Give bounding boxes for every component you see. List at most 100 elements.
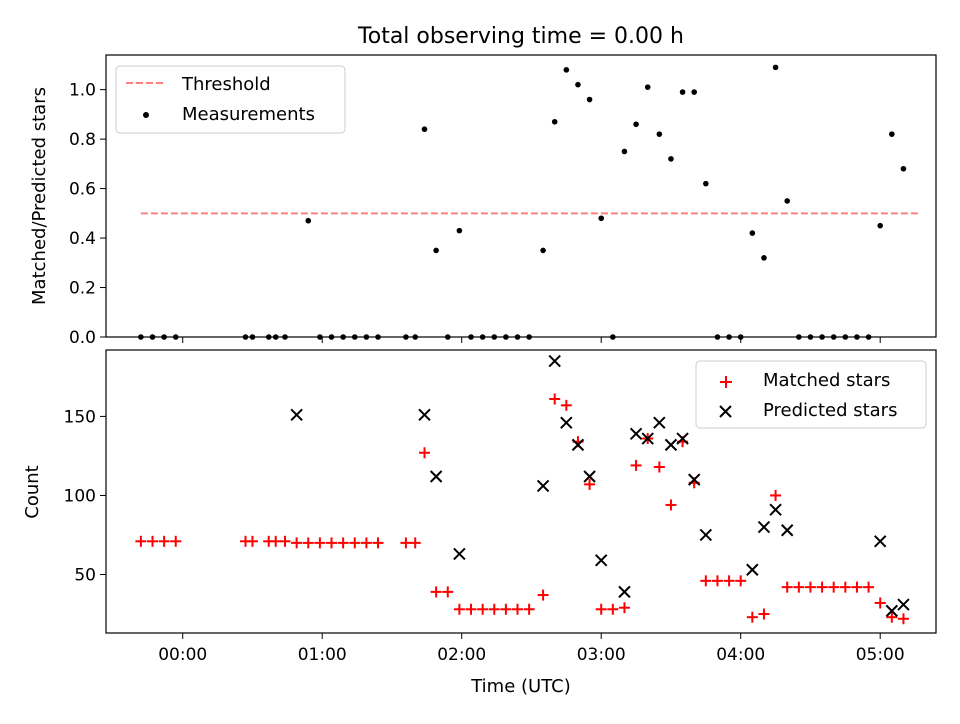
matched-star-point — [360, 537, 372, 549]
measurement-point — [403, 334, 409, 340]
matched-star-point — [816, 581, 828, 593]
matched-star-point — [665, 499, 677, 511]
measurement-point — [679, 89, 686, 95]
matched-star-point — [453, 603, 465, 615]
measurement-point — [644, 84, 651, 90]
predicted-star-point — [780, 524, 794, 537]
matched-star-point — [146, 535, 158, 547]
bottom-y-tick-label: 100 — [64, 486, 96, 506]
measurement-point — [282, 334, 288, 340]
bottom-x-tick-label: 01:00 — [298, 645, 347, 665]
predicted-star-point — [429, 470, 443, 483]
top-panel: Total observing time = 0.00 h Matched/Pr… — [29, 24, 937, 348]
measurement-point — [586, 96, 593, 103]
measurement-point — [598, 215, 605, 222]
predicted-star-point — [664, 438, 678, 452]
legend-threshold-label: Threshold — [181, 74, 271, 95]
matched-star-point — [314, 537, 326, 549]
predicted-star-point — [618, 585, 631, 599]
predicted-star-point — [641, 432, 654, 445]
top-y-tick-label: 0.2 — [69, 279, 96, 299]
measurement-point — [668, 156, 674, 162]
predicted-star-point — [418, 408, 431, 422]
predicted-star-point — [548, 354, 561, 368]
matched-star-point — [302, 537, 314, 549]
measurement-point — [351, 334, 358, 340]
measurement-point — [305, 217, 312, 224]
bottom-x-tick-label: 02:00 — [437, 645, 486, 665]
matched-star-point — [897, 613, 909, 625]
legend-measurements-swatch — [143, 112, 149, 118]
measurement-point — [421, 126, 428, 133]
matched-star-point — [279, 535, 291, 547]
matched-star-point — [246, 535, 258, 547]
matched-star-point — [465, 603, 477, 615]
matched-star-point — [653, 461, 665, 473]
measurement-point — [526, 334, 532, 340]
measurement-point — [900, 165, 907, 172]
bottom-y-tick-label: 50 — [74, 566, 96, 586]
top-legend-box — [115, 65, 346, 134]
measurement-point — [149, 334, 156, 340]
matched-star-point — [874, 597, 886, 609]
measurement-point — [272, 334, 279, 340]
measurement-point — [784, 198, 791, 204]
matched-star-point — [804, 581, 816, 593]
measurement-point — [656, 131, 663, 137]
predicted-star-point — [290, 408, 303, 422]
bottom-y-axis-label: Count — [22, 465, 43, 518]
bottom-x-tick-label: 03:00 — [577, 645, 626, 665]
legend-predicted-swatch — [719, 405, 732, 418]
measurement-point — [796, 334, 802, 340]
matched-star-point — [863, 581, 875, 593]
measurement-point — [540, 247, 546, 254]
measurement-point — [807, 334, 814, 340]
x-axis-label: Time (UTC) — [470, 676, 571, 697]
measurement-point — [503, 334, 509, 340]
matched-star-point — [851, 581, 863, 593]
measurement-point — [412, 334, 419, 340]
measurement-point — [714, 334, 721, 340]
legend-matched-swatch — [720, 376, 732, 388]
matched-star-point — [270, 535, 282, 547]
predicted-star-point — [688, 473, 701, 486]
matched-star-point — [886, 611, 898, 623]
predicted-star-point — [699, 528, 713, 542]
predicted-star-point — [595, 554, 608, 567]
predicted-star-point — [536, 479, 550, 493]
matched-star-point — [442, 586, 454, 598]
legend-measurements-label: Measurements — [182, 104, 315, 125]
measurement-point — [877, 222, 884, 229]
top-y-tick-label: 0.6 — [69, 180, 96, 200]
matched-star-point — [607, 603, 619, 615]
matched-star-point — [537, 589, 549, 601]
measurement-point — [468, 334, 474, 340]
matched-star-point — [595, 603, 607, 615]
measurement-point — [265, 334, 272, 340]
matched-star-point — [839, 581, 851, 593]
bottom-y-ticks: 50 100 150 — [64, 407, 106, 586]
measurement-point — [610, 334, 616, 340]
top-y-ticks: 0.0 0.2 0.4 0.6 0.8 1.0 — [69, 81, 106, 348]
matched-star-point — [430, 586, 442, 598]
matched-star-point — [291, 537, 303, 549]
bottom-x-tick-label: 00:00 — [158, 645, 207, 665]
measurement-point — [375, 334, 381, 340]
matched-star-point — [560, 399, 572, 411]
predicted-star-point — [453, 547, 466, 561]
top-y-tick-label: 0.8 — [69, 130, 96, 150]
measurement-point — [749, 230, 756, 236]
predicted-star-point — [769, 503, 782, 516]
bottom-legend-box — [695, 360, 927, 429]
measurement-point — [242, 334, 249, 340]
matched-star-point — [419, 447, 431, 459]
bottom-legend: Matched stars Predicted stars — [695, 360, 927, 429]
top-plot-area — [138, 64, 920, 340]
measurement-point — [514, 334, 521, 340]
bottom-x-tick-label: 04:00 — [716, 645, 765, 665]
matched-star-point — [700, 575, 712, 587]
matched-star-point — [549, 393, 561, 405]
measurement-point — [633, 121, 639, 128]
measurement-point — [479, 334, 486, 340]
measurement-point — [444, 334, 451, 340]
